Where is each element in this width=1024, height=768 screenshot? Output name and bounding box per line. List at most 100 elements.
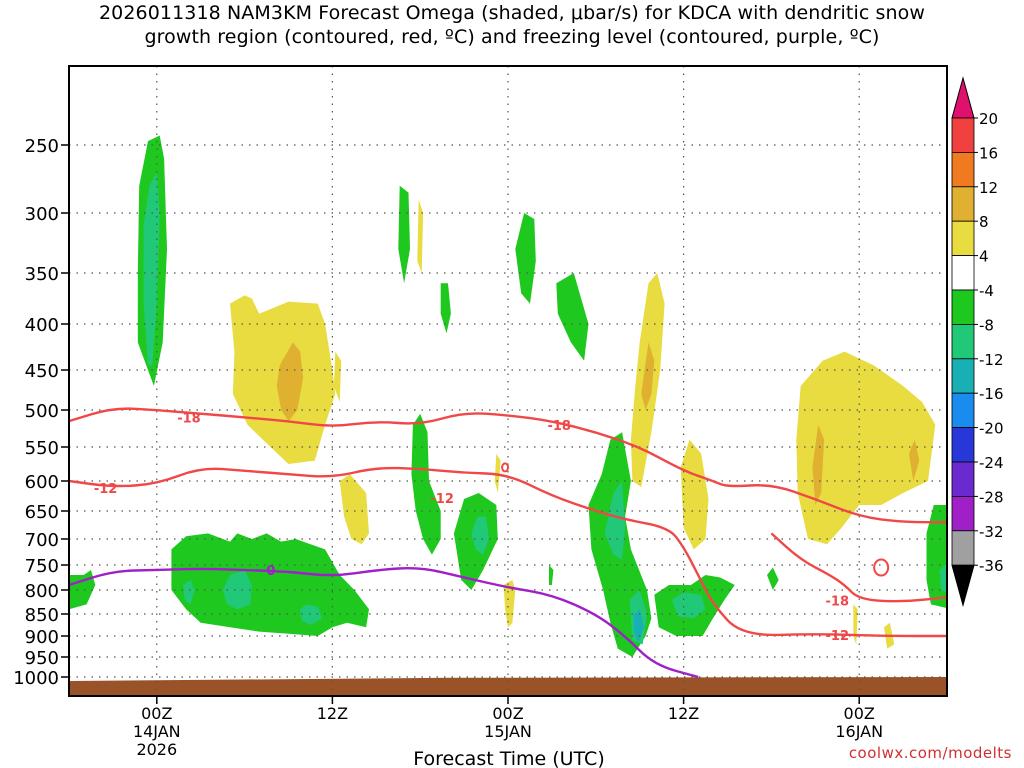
colorbar-label-9: -20	[979, 420, 1004, 438]
omega-region-15	[417, 199, 424, 273]
colorbar-top-arrow	[951, 76, 975, 119]
colorbar-seg-12	[951, 495, 975, 532]
contour-label-2: -18	[826, 595, 850, 610]
omega-region-31	[767, 567, 779, 590]
colorbar-seg-4	[951, 220, 975, 256]
omega-region-4	[339, 474, 369, 545]
omega-region-11	[411, 413, 441, 555]
svg-text:-18: -18	[547, 419, 571, 434]
contour-label-0: -18	[177, 411, 201, 426]
omega-region-38	[939, 563, 947, 593]
omega-region-32	[796, 351, 936, 545]
chart-title-line-1: 2026011318 NAM3KM Forecast Omega (shaded…	[98, 2, 926, 24]
x-tick-year-0: 2026	[136, 740, 177, 759]
colorbar-seg-5	[951, 255, 975, 291]
y-tick-label-700: 700	[25, 530, 59, 551]
omega-region-13	[471, 516, 489, 555]
colorbar-label-0: 20	[979, 110, 998, 128]
colorbar-bottom-arrow	[951, 564, 975, 608]
colorbar-seg-11	[951, 461, 975, 497]
y-tick-label-650: 650	[25, 502, 59, 523]
x-tick-date-0: 14JAN	[133, 722, 181, 741]
y-tick-label-400: 400	[25, 315, 59, 336]
colorbar-seg-1	[951, 117, 975, 153]
y-tick-label-950: 950	[25, 648, 59, 669]
contour-label-4: -12	[430, 492, 454, 507]
credit-text: coolwx.com/modelts	[848, 744, 1012, 762]
contour-2	[69, 466, 947, 638]
colorbar-seg-8	[951, 358, 975, 394]
colorbar-seg-7	[951, 323, 975, 360]
chart-title-line-2: growth region (contoured, red, ºC) and f…	[144, 26, 880, 48]
omega-region-27	[641, 342, 655, 410]
x-axis-label: Forecast Time (UTC)	[413, 748, 604, 768]
y-tick-label-450: 450	[25, 361, 59, 382]
x-tick-label-12: 12Z	[317, 704, 348, 723]
y-tick-label-500: 500	[25, 401, 59, 422]
omega-region-9	[183, 580, 195, 605]
y-tick-label-600: 600	[25, 472, 59, 493]
omega-region-5	[333, 351, 342, 402]
ground-terrain	[69, 677, 947, 696]
colorbar-seg-13	[951, 530, 975, 566]
omega-region-6	[171, 533, 369, 636]
x-tick-label-0: 00Z	[141, 704, 172, 723]
colorbar-label-1: 16	[979, 144, 998, 162]
colorbar-label-13: -36	[979, 557, 1004, 575]
colorbar-label-11: -28	[979, 488, 1004, 506]
colorbar-seg-9	[951, 392, 975, 429]
omega-region-16	[440, 283, 451, 334]
x-tick-date-48: 16JAN	[835, 722, 883, 741]
contour-0	[69, 407, 947, 524]
contour-label-6: 0	[266, 564, 275, 579]
svg-text:0: 0	[266, 564, 275, 579]
y-tick-label-350: 350	[25, 264, 59, 285]
colorbar-label-12: -32	[979, 523, 1004, 541]
colorbar-seg-6	[951, 289, 975, 325]
omega-region-28	[680, 439, 709, 550]
omega-region-25	[633, 609, 645, 643]
colorbar-label-3: 8	[979, 213, 989, 231]
svg-text:-18: -18	[177, 411, 201, 426]
svg-text:-12: -12	[826, 629, 850, 644]
colorbar-label-7: -12	[979, 351, 1004, 369]
omega-region-1	[143, 172, 160, 366]
omega-region-17	[515, 213, 536, 304]
omega-region-10	[69, 570, 96, 610]
colorbar-seg-10	[951, 427, 975, 463]
colorbar-label-4: 4	[979, 248, 989, 266]
omega-region-7	[222, 570, 252, 610]
y-tick-label-250: 250	[25, 136, 59, 157]
y-tick-label-1000: 1000	[13, 668, 59, 689]
y-tick-label-900: 900	[25, 627, 59, 648]
x-tick-label-36: 12Z	[668, 704, 699, 723]
colorbar-label-6: -8	[979, 316, 994, 334]
omega-region-20	[503, 580, 516, 628]
contour-3	[69, 566, 699, 679]
colorbar-seg-3	[951, 186, 975, 222]
colorbar-label-10: -24	[979, 454, 1004, 472]
colorbar-seg-2	[951, 151, 975, 188]
contour-1	[770, 532, 947, 603]
omega-region-14	[398, 185, 410, 284]
omega-region-23	[604, 481, 626, 560]
y-tick-label-750: 750	[25, 556, 59, 577]
omega-region-21	[549, 565, 554, 585]
colorbar-label-8: -16	[979, 385, 1004, 403]
svg-text:-12: -12	[430, 492, 454, 507]
contour-label-1: -18	[547, 419, 571, 434]
contour-label-5: -12	[826, 629, 850, 644]
x-tick-label-48: 00Z	[844, 704, 875, 723]
colorbar-label-2: 12	[979, 179, 998, 197]
svg-text:-18: -18	[826, 595, 850, 610]
y-tick-label-550: 550	[25, 438, 59, 459]
colorbar-label-5: -4	[979, 282, 994, 300]
svg-text:-12: -12	[94, 482, 118, 497]
y-tick-label-800: 800	[25, 581, 59, 602]
omega-region-18	[556, 273, 589, 361]
omega-region-30	[671, 592, 706, 619]
y-tick-label-850: 850	[25, 605, 59, 626]
omega-region-35	[853, 604, 858, 645]
omega-region-34	[909, 439, 920, 481]
